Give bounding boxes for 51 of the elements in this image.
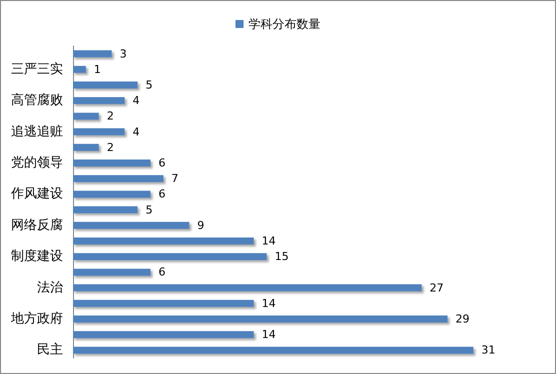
bar xyxy=(73,346,474,354)
data-label: 27 xyxy=(430,281,444,294)
y-tick-label: 地方政府 xyxy=(10,310,63,326)
bar xyxy=(73,238,254,244)
data-label: 15 xyxy=(274,250,289,264)
bar xyxy=(73,206,138,214)
data-label: 5 xyxy=(146,78,153,92)
y-tick-label: 制度建设 xyxy=(11,248,63,264)
y-tick-label: 法治 xyxy=(37,280,63,296)
data-label: 2 xyxy=(106,140,114,154)
bar xyxy=(73,97,125,104)
y-tick-label: 民主 xyxy=(37,342,63,358)
y-tick-label: 三严三实 xyxy=(11,62,63,77)
y-tick-label: 高管腐败 xyxy=(11,92,63,108)
data-label: 2 xyxy=(106,110,114,123)
bar xyxy=(73,316,448,322)
bar xyxy=(73,144,99,151)
bar xyxy=(73,253,267,260)
data-label: 6 xyxy=(158,156,166,170)
data-label: 4 xyxy=(132,125,140,138)
data-label: 9 xyxy=(197,218,204,232)
data-label: 14 xyxy=(262,296,276,310)
bar xyxy=(73,222,190,229)
data-label: 4 xyxy=(132,94,140,108)
y-tick-label: 党的领导 xyxy=(11,156,63,170)
data-label: 14 xyxy=(262,234,276,248)
bar xyxy=(73,331,254,338)
y-tick-label: 作风建设 xyxy=(10,186,63,202)
bar xyxy=(73,284,422,292)
bar xyxy=(73,268,150,276)
data-label: 7 xyxy=(171,172,178,186)
bar xyxy=(73,112,99,120)
bar xyxy=(73,82,138,88)
data-label: 3 xyxy=(120,47,127,60)
bar xyxy=(73,190,150,198)
bar xyxy=(73,66,86,73)
data-label: 6 xyxy=(158,188,166,201)
data-label: 5 xyxy=(146,203,153,216)
legend-label: 学科分布数量 xyxy=(248,17,320,31)
bar xyxy=(73,50,112,58)
bar xyxy=(73,175,164,182)
data-label: 29 xyxy=(456,312,470,326)
data-label: 31 xyxy=(481,344,496,357)
data-label: 6 xyxy=(158,266,166,279)
bar xyxy=(73,300,254,307)
y-tick-label: 网络反腐 xyxy=(11,218,63,233)
y-tick-label: 追逃追赃 xyxy=(11,124,63,140)
data-label: 14 xyxy=(262,328,276,342)
data-label: 1 xyxy=(94,62,101,76)
bar xyxy=(73,160,150,166)
bar xyxy=(73,128,125,136)
